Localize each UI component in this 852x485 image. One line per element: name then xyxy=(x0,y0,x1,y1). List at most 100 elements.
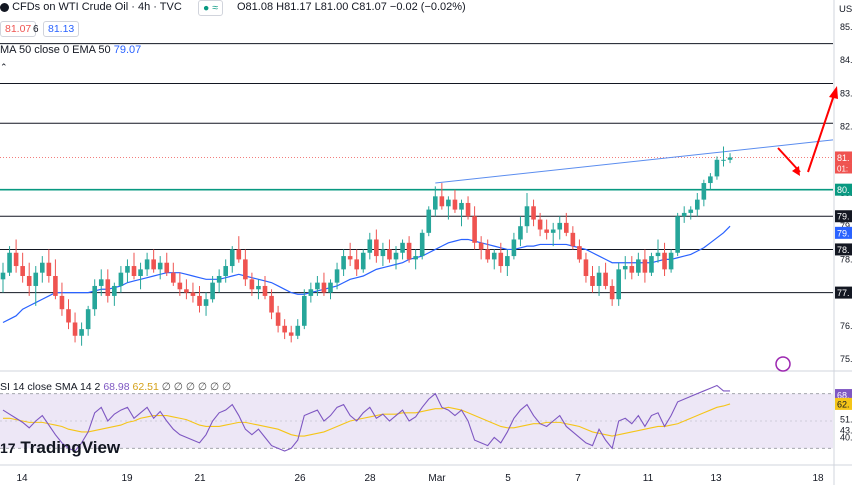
rsi-tick-label: 40. xyxy=(840,433,852,443)
x-tick-label: 13 xyxy=(710,473,722,484)
candle xyxy=(354,249,359,276)
candle-body xyxy=(33,272,39,286)
candle-body xyxy=(714,159,720,177)
candle xyxy=(478,236,484,260)
candle-body xyxy=(590,276,595,286)
candle xyxy=(649,252,654,276)
candle xyxy=(459,199,464,227)
candle-body xyxy=(721,159,726,161)
projection-arrow-up xyxy=(807,91,836,173)
candle-body xyxy=(360,252,366,270)
candle-body xyxy=(452,199,458,210)
candle xyxy=(295,319,301,340)
candle xyxy=(216,269,222,293)
candle-body xyxy=(53,276,58,296)
symbol-logo-icon xyxy=(0,2,9,12)
candle-body xyxy=(577,246,582,260)
candle xyxy=(223,259,228,283)
ema-legend[interactable]: MA 50 close 0 EMA 50 79.07 xyxy=(0,44,141,56)
candle-body xyxy=(223,266,228,276)
candle-body xyxy=(164,262,170,273)
candle-body xyxy=(505,256,510,267)
candle-body xyxy=(229,249,235,267)
price-tag-label: 78. xyxy=(837,245,850,255)
ema-value: 79.07 xyxy=(113,44,142,56)
candle-body xyxy=(400,242,405,253)
candle-body xyxy=(662,252,667,270)
candle-body xyxy=(446,199,451,207)
candle xyxy=(727,153,733,164)
candle-body xyxy=(727,157,733,160)
candle-body xyxy=(184,289,189,293)
candle xyxy=(701,179,707,207)
tradingview-wordmark: TradingView xyxy=(20,438,121,457)
candle-body xyxy=(262,285,268,296)
tradingview-logo[interactable]: 17 TradingView xyxy=(0,438,120,458)
candle-body xyxy=(708,176,713,184)
candle xyxy=(53,259,58,300)
candle xyxy=(609,279,615,306)
candle-body xyxy=(387,249,392,260)
rsi-sma-value: 62.51 xyxy=(132,381,159,393)
candle xyxy=(197,285,202,313)
price-tag xyxy=(835,243,852,256)
candle xyxy=(59,282,65,316)
candle-body xyxy=(308,289,314,296)
ask-button[interactable]: 81.13 xyxy=(43,21,80,37)
candle xyxy=(282,319,287,340)
price-tag-sub xyxy=(835,163,852,174)
candle-body xyxy=(79,329,84,336)
candle xyxy=(629,256,635,280)
candle xyxy=(374,229,379,263)
price-tag-label: 79. xyxy=(837,212,850,222)
candle xyxy=(465,196,471,220)
candle-body xyxy=(26,276,32,286)
candle-body xyxy=(190,292,196,296)
bid-button[interactable]: 81.07 xyxy=(0,21,37,37)
candle xyxy=(203,292,209,316)
projection-arrowhead-up xyxy=(829,86,838,99)
candle xyxy=(151,249,156,273)
candle-body xyxy=(485,249,490,260)
candle-body xyxy=(334,269,340,283)
ohlc-values: O81.08 H81.17 L81.00 C81.07 −0.02 (−0.02… xyxy=(237,1,466,13)
candle xyxy=(557,216,563,240)
candle-body xyxy=(695,199,700,210)
collapse-chevron-icon[interactable]: ⌃ xyxy=(0,62,8,72)
candle-body xyxy=(105,279,111,296)
candle-body xyxy=(433,196,438,210)
candle-body xyxy=(210,282,215,300)
candle-body xyxy=(636,259,641,273)
candle-body xyxy=(557,222,563,230)
candle-body xyxy=(72,322,78,336)
candle xyxy=(308,282,314,303)
candle-body xyxy=(295,325,301,336)
candle xyxy=(190,282,196,303)
candle-body xyxy=(393,252,399,260)
candle xyxy=(256,279,261,300)
candle xyxy=(668,249,674,273)
candle-body xyxy=(98,279,104,286)
candle-body xyxy=(583,259,589,276)
candle xyxy=(184,279,189,300)
symbol-header[interactable]: CFDs on WTI Crude Oil · 4h · TVC xyxy=(0,1,182,13)
candle-body xyxy=(197,295,202,306)
candle xyxy=(131,252,137,280)
rsi-legend[interactable]: SI 14 close SMA 14 2 68.98 62.51 ∅ ∅ ∅ ∅… xyxy=(0,381,231,393)
x-tick-label: 14 xyxy=(16,473,28,484)
candle-body xyxy=(40,262,45,273)
candle xyxy=(262,276,268,300)
candle xyxy=(79,322,84,346)
price-tag-label: 81. xyxy=(837,153,850,163)
x-tick-label: 28 xyxy=(364,473,376,484)
market-status-icon[interactable]: ● ≈ xyxy=(198,0,224,16)
candle-body xyxy=(649,256,654,273)
y-tick-label: 78. xyxy=(840,254,852,264)
candle xyxy=(491,249,497,270)
candle-body xyxy=(688,209,694,213)
candle-body xyxy=(302,295,307,326)
candle-body xyxy=(419,232,425,257)
rsi-tag-label: 68. xyxy=(837,391,850,401)
candle xyxy=(105,269,111,303)
